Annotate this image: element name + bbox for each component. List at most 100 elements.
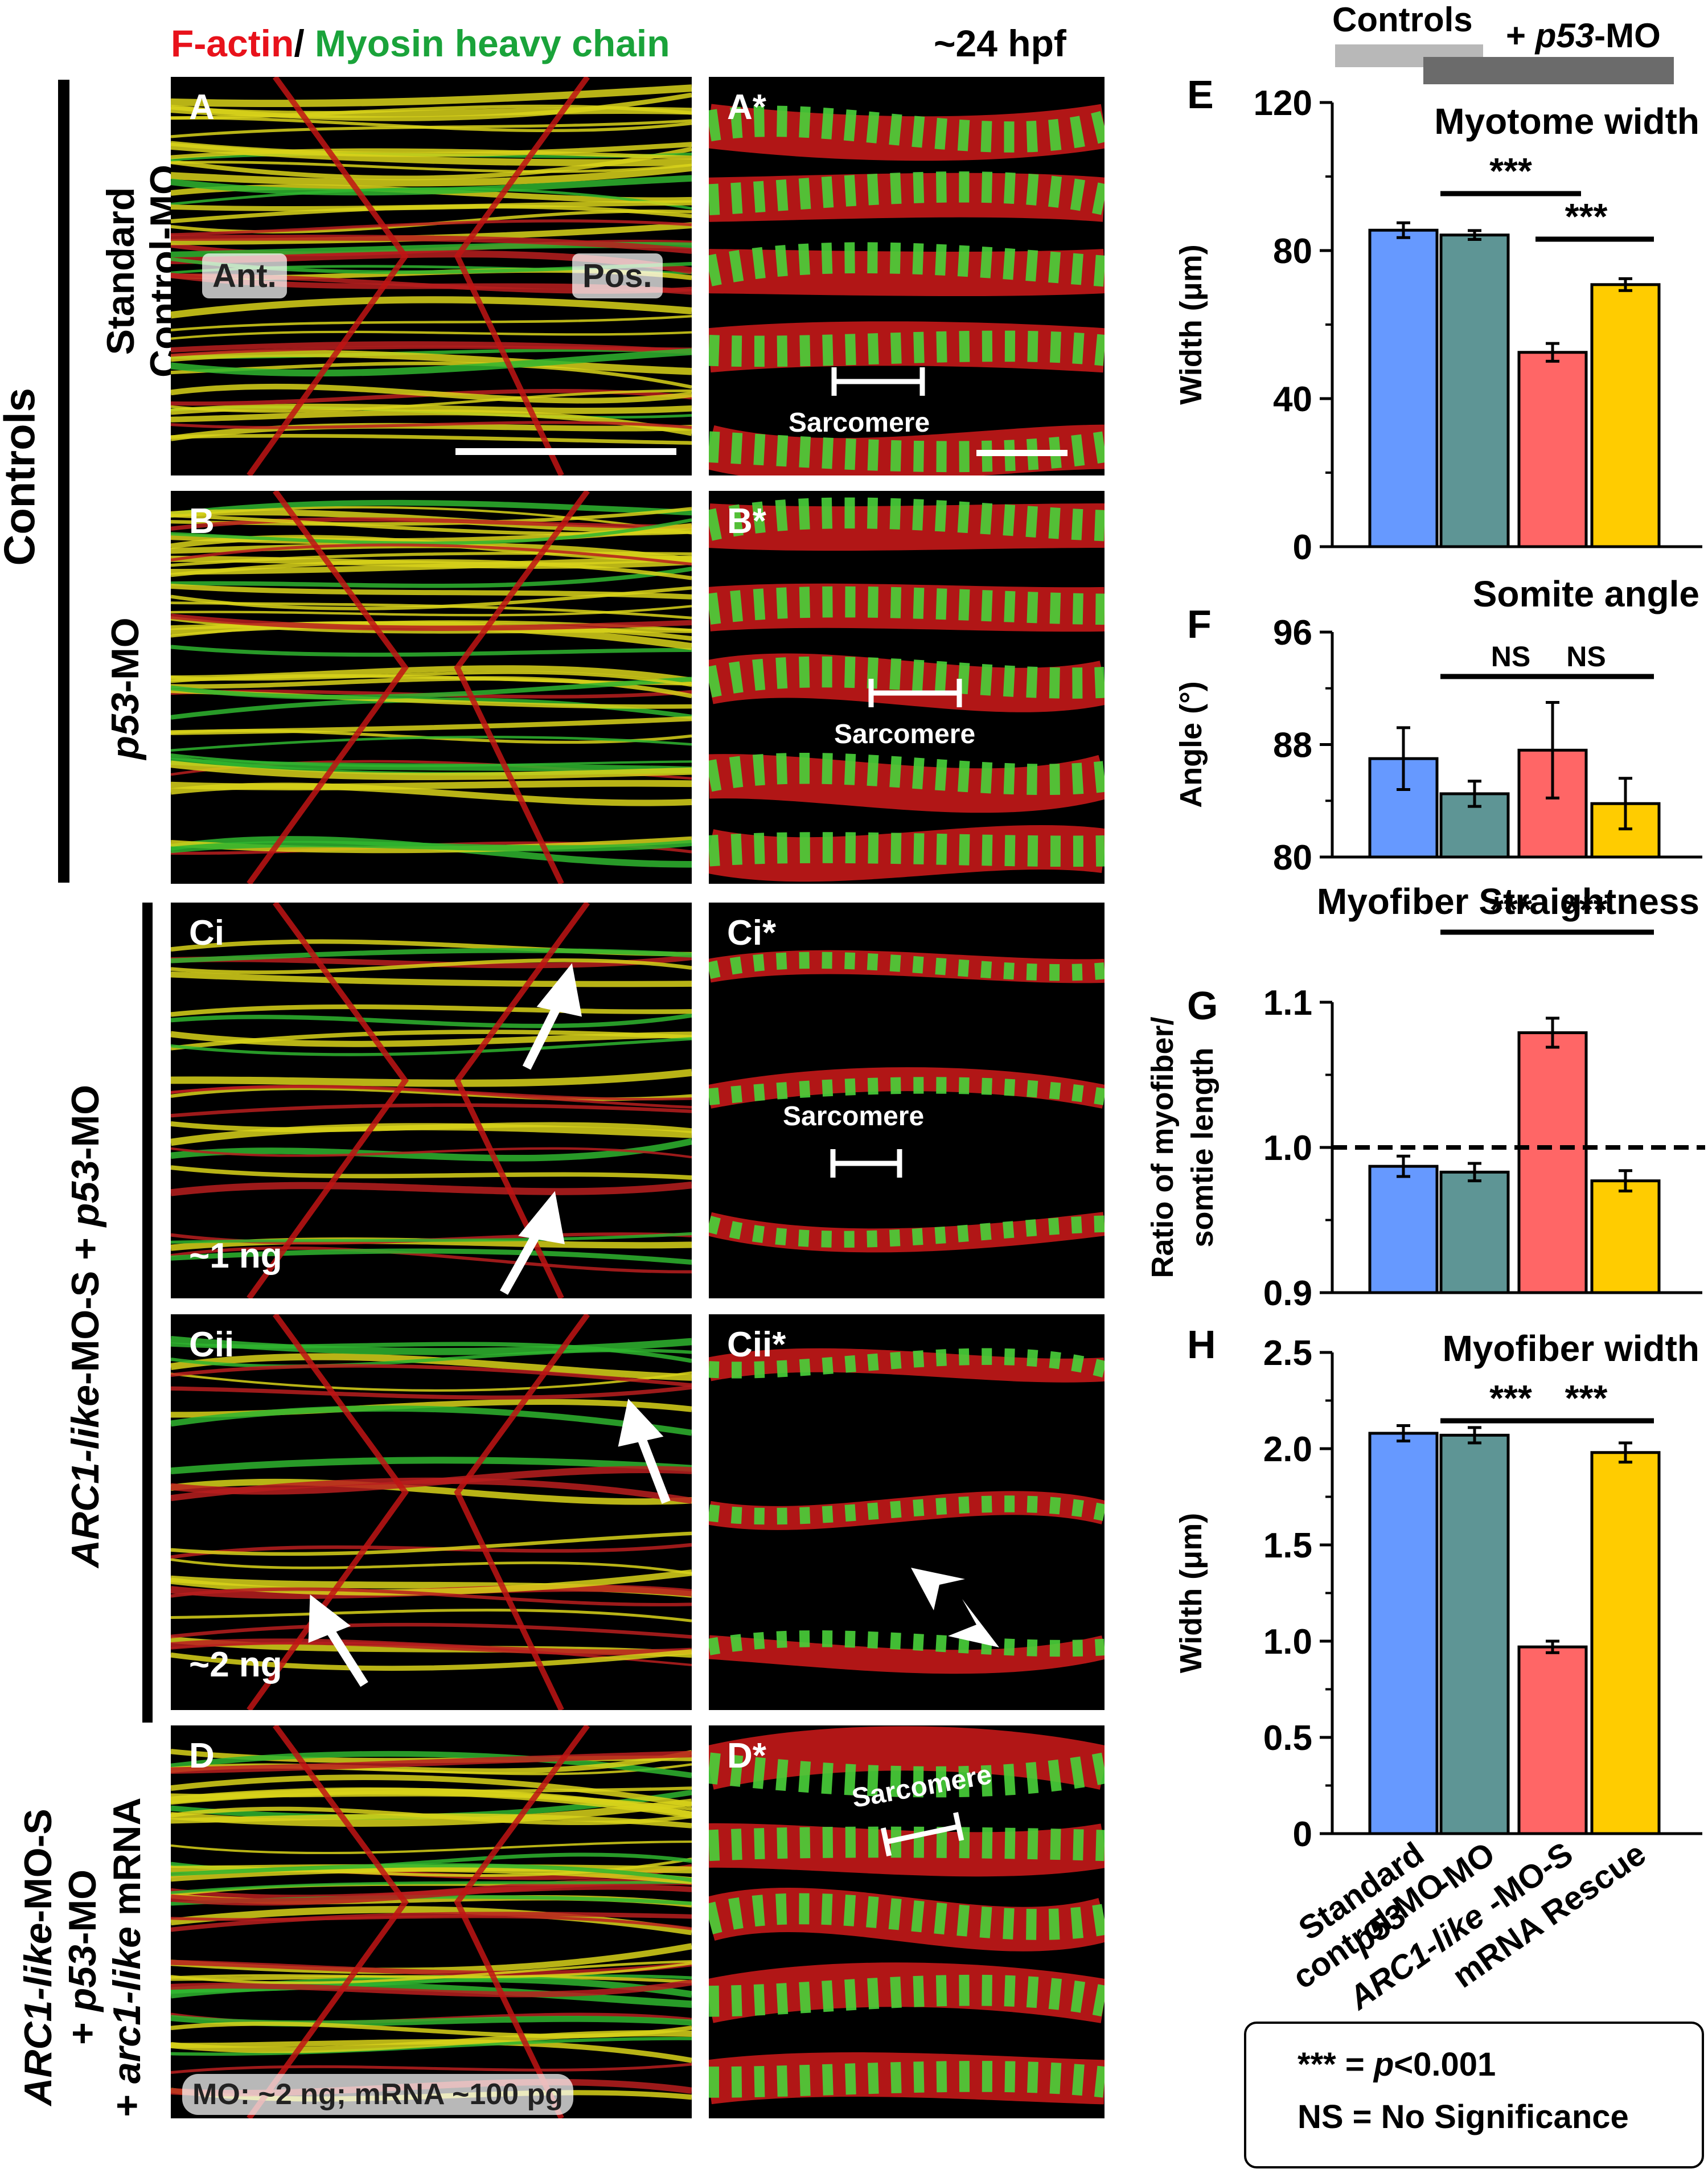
controls-bracket (58, 80, 69, 883)
bar-E-2 (1517, 351, 1588, 548)
legend-stars: *** = (1298, 2046, 1374, 2083)
legend-line-1: *** = p<0.001 (1298, 2045, 1496, 2084)
significance-label: NS (1491, 641, 1530, 673)
y-tick-label: 1.0 (1263, 1129, 1312, 1168)
y-tick-label: 40 (1273, 380, 1312, 419)
panel-b-star-image: B* Sarcomere (709, 491, 1105, 884)
p53-group-suffix: -MO (1594, 17, 1661, 55)
significance-label: *** (1565, 1377, 1608, 1418)
y-tick-label: 120 (1254, 84, 1312, 123)
bar-E-3 (1590, 283, 1661, 548)
standard-line1: Standard (99, 187, 142, 355)
panel-ci-star-image: Ci* Sarcomere (709, 903, 1105, 1298)
y-axis-label-G-2: somtie length (1185, 1047, 1220, 1247)
fluorescence-texture (709, 1726, 1105, 2105)
fluorescence-texture (171, 903, 692, 1298)
significance-label: *** (1489, 889, 1532, 930)
chart-title-E: Myotome width (1434, 101, 1699, 142)
controls-side-label: Controls (0, 388, 44, 566)
chart-title-H: Myofiber width (1442, 1328, 1699, 1369)
scale-bar-a (455, 448, 676, 455)
y-tick-label: 88 (1273, 726, 1312, 765)
y-tick-label: 0.5 (1263, 1719, 1312, 1758)
bar-H-0 (1368, 1432, 1439, 1835)
bar-E-0 (1368, 228, 1439, 548)
rescue-l1-italic: ARC1-like (17, 1922, 60, 2106)
y-tick-label: 2.5 (1263, 1334, 1312, 1373)
sarcomere-label-b: Sarcomere (834, 719, 976, 749)
panel-d-label: D (189, 1736, 215, 1776)
panel-a-star-image: A* Sarcomere (709, 77, 1105, 475)
significance-legend: *** = p<0.001 NS = No Significance (1244, 2022, 1704, 2168)
fluorescence-texture (171, 491, 692, 884)
stain-legend: F-actin/ Myosin heavy chain (171, 22, 670, 65)
y-axis-label-E: Width (μm) (1174, 244, 1208, 404)
arrow-icon (308, 1399, 671, 1687)
panel-a-image: A Ant. Pos. (171, 77, 692, 475)
arrows-ci (500, 963, 582, 1295)
bar-G-3 (1590, 1179, 1661, 1294)
panel-d-image: D MO: ~2 ng; mRNA ~100 pg (171, 1725, 692, 2118)
significance-label: *** (1489, 150, 1532, 191)
sarcomere-marker-d (880, 1812, 964, 1856)
controls-group-label: Controls (1332, 1, 1473, 39)
chart-panel-letter-E: E (1187, 72, 1214, 117)
y-axis-label-H: Width (μm) (1174, 1513, 1208, 1673)
legend-p: p (1373, 2046, 1394, 2083)
panel-a-star-label: A* (727, 88, 766, 127)
chart-title-G: Myofiber Straightness (1317, 881, 1699, 922)
arc1-p53-italic: p53 (64, 1160, 107, 1227)
rescue-l3-rest: mRNA (105, 1797, 149, 1927)
stain-green-label: Myosin heavy chain (315, 22, 670, 64)
sarcomere-label-ci: Sarcomere (783, 1101, 925, 1131)
significance-label: *** (1565, 889, 1608, 930)
y-tick-label: 96 (1273, 613, 1312, 653)
y-tick-label: 0 (1293, 1815, 1312, 1854)
chart-panel-letter-H: H (1187, 1322, 1216, 1367)
significance-label: NS (1566, 641, 1606, 673)
arc1-side-rest: -MO-S + (64, 1227, 107, 1385)
bar-H-1 (1439, 1433, 1510, 1835)
p53-group-italic: p53 (1535, 17, 1595, 55)
stage-label: ~24 hpf (934, 22, 1066, 64)
bar-H-3 (1590, 1451, 1661, 1835)
rescue-l3-italic: arc1-like (105, 1926, 149, 2084)
bar-E-1 (1439, 233, 1510, 548)
p53-side-rest: -MO (104, 617, 147, 693)
p53-side-italic: p53 (104, 692, 147, 760)
dose-ci: ~1 ng (189, 1236, 282, 1276)
bar-G-2 (1517, 1031, 1588, 1294)
y-tick-label: 1.0 (1263, 1622, 1312, 1662)
sarcomere-marker-a (831, 367, 1068, 456)
arrow-icon (500, 963, 582, 1295)
p53-group-prefix: + (1506, 17, 1535, 55)
rescue-side-label: ARC1-like-MO-S + p53-MO + arc1-like mRNA (16, 1775, 149, 2139)
panel-a-label: A (189, 88, 215, 127)
panel-d-star-label: D* (727, 1736, 766, 1776)
sarcomere-marker-ci (830, 1149, 902, 1178)
bar-G-1 (1439, 1170, 1510, 1294)
y-tick-label: 2.0 (1263, 1430, 1312, 1469)
p53-mo-side-label: p53-MO (103, 614, 147, 762)
panel-b-label: B (189, 502, 215, 541)
bar-G-0 (1368, 1165, 1439, 1294)
anterior-tag: Ant. (202, 253, 287, 298)
fluorescence-texture (709, 104, 1105, 475)
arc1-side-italic: ARC1-like (64, 1384, 107, 1568)
rescue-l2-rest: -MO (61, 1869, 104, 1945)
panel-cii-label: Cii (189, 1325, 235, 1364)
panel-d-star-image: D* Sarcomere (709, 1725, 1105, 2118)
y-tick-label: 0.9 (1263, 1274, 1312, 1313)
rescue-l2-italic: p53 (61, 1945, 104, 2012)
significance-label: *** (1565, 196, 1608, 237)
fluorescence-texture (709, 950, 1105, 1253)
bar-charts: E Myotome width 0 40 80 120 Width (μm) *** *** F S… (1145, 72, 1705, 2018)
stain-separator: / (294, 22, 315, 64)
rescue-l3-pre: + (105, 2084, 149, 2117)
y-tick-label: 80 (1273, 232, 1312, 271)
arc1-side-label: ARC1-like-MO-S + p53-MO (63, 1084, 108, 1568)
legend-line-2: NS = No Significance (1298, 2098, 1629, 2135)
y-axis-label-F: Angle (°) (1174, 681, 1208, 808)
rescue-l2-pre: + (61, 2011, 104, 2045)
rescue-l1-rest: -MO-S (17, 1809, 60, 1923)
